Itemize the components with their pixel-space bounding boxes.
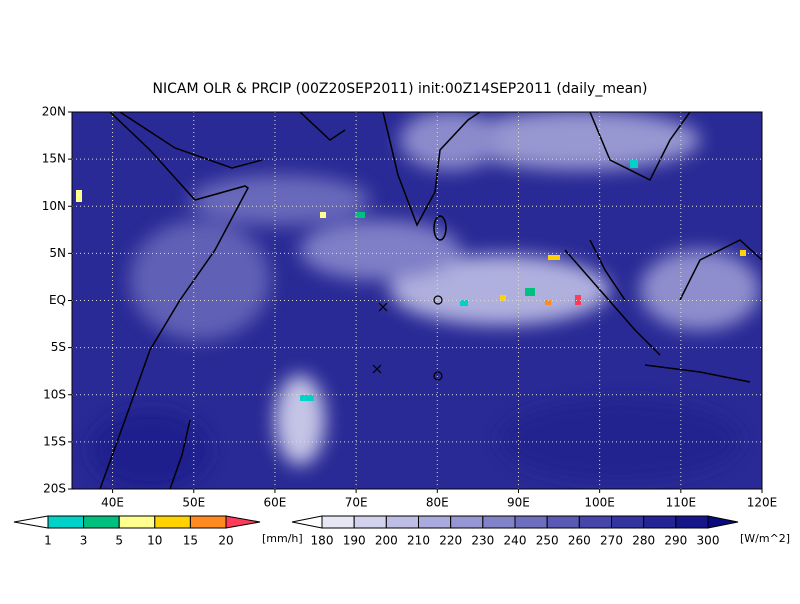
lat-label: 20S — [43, 482, 66, 496]
colorbar-box — [321, 515, 355, 529]
colorbar-label: 15 — [183, 534, 198, 548]
graticule: 20N 15N 10N 5N EQ 5S 10S 15S 20S 40E 50E 60E 70E 80E 9… — [42, 105, 778, 510]
colorbars: 1 3 5 10 15 20 [mm/h] 180 190 200 210 220 230 240 250 2… — [13, 515, 790, 548]
lat-label: 5S — [51, 340, 66, 354]
colorbar-box — [154, 515, 191, 529]
colorbar-end — [225, 515, 261, 529]
colorbar-label: 180 — [311, 534, 334, 548]
colorbar-label: 240 — [504, 534, 527, 548]
colorbar-box — [83, 515, 120, 529]
colorbar-label: 20 — [218, 534, 233, 548]
colorbar-label: 210 — [407, 534, 430, 548]
colorbar-end — [707, 515, 739, 529]
colorbar-label: 300 — [697, 534, 720, 548]
lon-label: 90E — [507, 496, 530, 510]
colorbar-label: 190 — [343, 534, 366, 548]
lat-label: 5N — [49, 246, 66, 260]
map-frame — [71, 111, 763, 490]
colorbar-end — [13, 515, 49, 529]
lon-label: 100E — [584, 496, 615, 510]
colorbar-box — [47, 515, 85, 529]
colorbar-unit: [mm/h] — [262, 532, 303, 545]
colorbar-label: 200 — [375, 534, 398, 548]
map — [72, 112, 762, 489]
colorbar-box — [450, 515, 484, 529]
colorbar-box — [675, 515, 709, 529]
colorbar-label: 260 — [568, 534, 591, 548]
colorbar-box — [578, 515, 612, 529]
colorbar-label: 270 — [600, 534, 623, 548]
lat-label: 10S — [43, 387, 66, 401]
lon-label: 60E — [264, 496, 287, 510]
colorbar-label: 10 — [147, 534, 162, 548]
colorbar-label: 3 — [80, 534, 88, 548]
colorbar-box — [385, 515, 420, 529]
colorbar-label: 230 — [471, 534, 494, 548]
lat-label: 10N — [42, 199, 66, 213]
lon-label: 80E — [426, 496, 449, 510]
lat-label: 20N — [42, 105, 66, 119]
colorbar-label: 220 — [439, 534, 462, 548]
lon-label: 70E — [345, 496, 368, 510]
colorbar-end — [291, 515, 323, 529]
lon-label: 40E — [101, 496, 124, 510]
colorbar-label: 250 — [536, 534, 559, 548]
lon-label: 110E — [666, 496, 697, 510]
colorbar-box — [118, 515, 156, 529]
colorbar-label: 1 — [44, 534, 52, 548]
colorbar-label: 290 — [664, 534, 687, 548]
title: NICAM OLR & PRCIP (00Z20SEP2011) init:00… — [152, 81, 647, 97]
lon-label: 120E — [747, 496, 778, 510]
lon-label: 50E — [182, 496, 205, 510]
colorbar-label: 5 — [115, 534, 123, 548]
lat-label: EQ — [49, 293, 66, 307]
colorbar-box — [514, 515, 548, 529]
lat-label: 15S — [43, 434, 66, 448]
colorbar-box — [482, 515, 516, 529]
colorbar-box — [353, 515, 387, 529]
lat-label: 15N — [42, 152, 66, 166]
colorbar-unit: [W/m^2] — [740, 532, 790, 545]
colorbar-box — [418, 515, 452, 529]
colorbar-box — [611, 515, 645, 529]
colorbar-box — [643, 515, 677, 529]
colorbar-label: 280 — [632, 534, 655, 548]
colorbar-box — [189, 515, 227, 529]
precip-spots — [76, 160, 746, 401]
colorbar-box — [546, 515, 580, 529]
